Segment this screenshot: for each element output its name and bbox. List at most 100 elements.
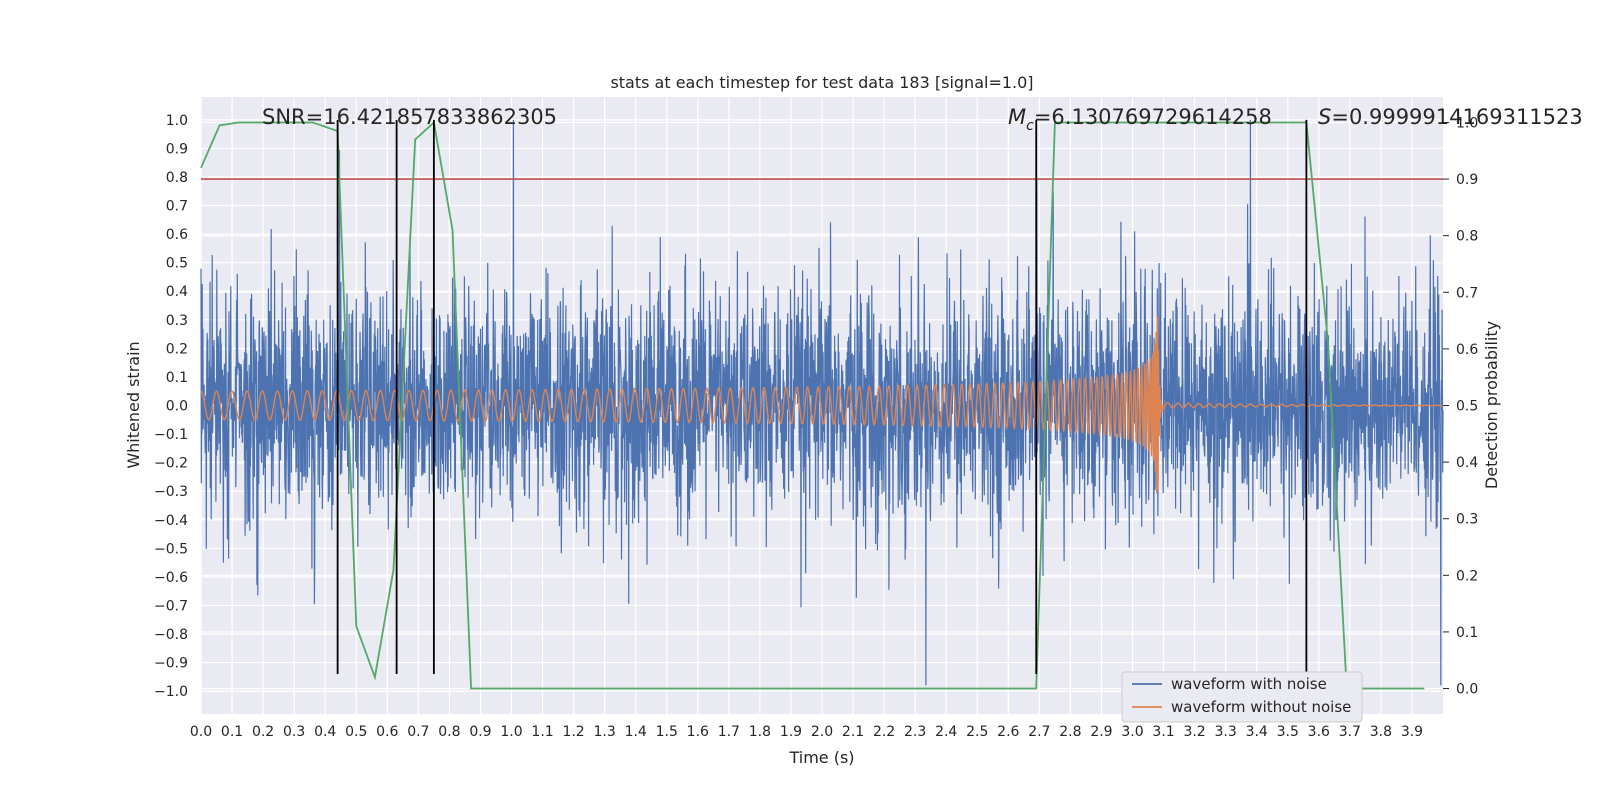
right-y-tick-label: 0.5 — [1456, 399, 1478, 415]
y-tick-label: −0.5 — [154, 541, 188, 557]
chirp-mass-value: =6.130769729614258 — [1034, 105, 1272, 129]
x-tick-labels: 0.0 0.1 0.2 0.3 0.4 0.5 0.6 0.7 0.8 0.9 1.0 1.1 1.2 1… — [190, 724, 1423, 740]
x-tick-label: 3.5 — [1277, 724, 1299, 740]
x-tick-label: 3.0 — [1121, 724, 1143, 740]
y-tick-labels: 1.0 0.9 0.8 0.7 0.6 0.5 0.4 0.3 0.2 0.1 0.0 −0.1 −0.… — [154, 113, 188, 700]
x-tick-label: 1.9 — [780, 724, 802, 740]
x-tick-label: 2.8 — [1059, 724, 1081, 740]
y-tick-label: −0.1 — [154, 427, 188, 443]
right-y-tick-label: 0.7 — [1456, 285, 1478, 301]
chirp-mass-subscript: c — [1026, 118, 1034, 134]
x-tick-label: 1.1 — [531, 724, 553, 740]
x-tick-label: 1.3 — [594, 724, 616, 740]
x-tick-label: 2.6 — [997, 724, 1019, 740]
x-tick-label: 1.0 — [500, 724, 522, 740]
x-tick-label: 1.6 — [687, 724, 709, 740]
y-tick-label: 0.6 — [166, 227, 188, 243]
right-y-tick-label: 0.1 — [1456, 625, 1478, 641]
right-y-tick-label: 0.9 — [1456, 172, 1478, 188]
y-tick-label: −0.7 — [154, 598, 188, 614]
right-y-tick-label: 0.6 — [1456, 342, 1478, 358]
y-tick-label: 0.5 — [166, 256, 188, 272]
legend-label-clean: waveform without noise — [1171, 698, 1351, 716]
x-axis-label: Time (s) — [788, 748, 854, 767]
y-axis-label: Whitened strain — [124, 341, 143, 468]
right-y-tick-label: 0.4 — [1456, 455, 1478, 471]
y-tick-label: −0.3 — [154, 484, 188, 500]
snr-annotation: SNR=16.421857833862305 — [262, 105, 557, 129]
x-tick-label: 0.1 — [221, 724, 243, 740]
legend-label-noise: waveform with noise — [1171, 675, 1327, 693]
right-y-tick-labels: 1.0 0.9 0.8 0.7 0.6 0.5 0.4 0.3 0.2 0.1 0.0 — [1443, 115, 1478, 698]
chart-title: stats at each timestep for test data 183… — [610, 73, 1033, 92]
x-tick-label: 2.2 — [873, 724, 895, 740]
x-tick-label: 0.7 — [407, 724, 429, 740]
x-tick-label: 3.8 — [1370, 724, 1392, 740]
detection-probability-line — [200, 120, 1425, 690]
vertical-markers — [336, 119, 1308, 675]
y-tick-label: −0.2 — [154, 456, 188, 472]
noise-waveform-line — [200, 119, 1444, 686]
x-tick-label: 1.2 — [562, 724, 584, 740]
score-symbol: S — [1318, 105, 1331, 129]
y-tick-label: 0.3 — [166, 313, 188, 329]
x-tick-label: 0.3 — [283, 724, 305, 740]
chirp-mass-annotation: Mc=6.130769729614258 — [1008, 105, 1272, 134]
y-tick-label: 0.0 — [166, 399, 188, 415]
x-tick-label: 2.1 — [842, 724, 864, 740]
x-tick-label: 3.9 — [1401, 724, 1423, 740]
x-tick-label: 3.2 — [1183, 724, 1205, 740]
x-tick-label: 3.6 — [1308, 724, 1330, 740]
x-tick-label: 2.5 — [966, 724, 988, 740]
x-tick-label: 0.5 — [345, 724, 367, 740]
x-tick-label: 2.3 — [904, 724, 926, 740]
x-tick-label: 3.3 — [1215, 724, 1237, 740]
x-tick-label: 0.4 — [314, 724, 336, 740]
right-y-tick-label: 0.0 — [1456, 682, 1478, 698]
x-tick-label: 2.7 — [1028, 724, 1050, 740]
x-tick-label: 2.0 — [811, 724, 833, 740]
x-tick-label: 3.1 — [1152, 724, 1174, 740]
y-tick-label: 0.2 — [166, 341, 188, 357]
y-tick-label: −0.8 — [154, 627, 188, 643]
y-tick-label: 0.7 — [166, 199, 188, 215]
y-tick-label: 1.0 — [166, 113, 188, 129]
y-tick-label: −0.6 — [154, 570, 188, 586]
right-y-tick-label: 0.2 — [1456, 568, 1478, 584]
x-tick-label: 3.7 — [1339, 724, 1361, 740]
x-tick-label: 1.5 — [656, 724, 678, 740]
right-y-tick-label: 0.3 — [1456, 512, 1478, 528]
y-tick-label: 0.4 — [166, 284, 188, 300]
y-tick-label: 0.1 — [166, 370, 188, 386]
clean-waveform-line — [200, 315, 1444, 494]
x-tick-label: 1.8 — [749, 724, 771, 740]
y-tick-label: −0.9 — [154, 656, 188, 672]
y-tick-label: 0.8 — [166, 170, 188, 186]
legend: waveform with noise waveform without noi… — [1121, 671, 1363, 723]
x-tick-label: 0.8 — [438, 724, 460, 740]
series-waveform-without-noise — [200, 315, 1444, 494]
chirp-mass-symbol: M — [1008, 105, 1026, 129]
right-y-tick-label: 0.8 — [1456, 229, 1478, 245]
x-tick-label: 0.0 — [190, 724, 212, 740]
x-tick-label: 0.2 — [252, 724, 274, 740]
x-tick-label: 2.4 — [935, 724, 957, 740]
x-tick-label: 0.9 — [469, 724, 491, 740]
right-y-axis-label: Detection probability — [1482, 321, 1501, 489]
series-waveform-with-noise — [200, 119, 1444, 686]
y-tick-label: −1.0 — [154, 684, 188, 700]
y-tick-label: −0.4 — [154, 513, 188, 529]
score-annotation: S=0.9999914169311523 — [1318, 105, 1583, 129]
legend-box — [1121, 671, 1363, 723]
x-tick-label: 0.6 — [376, 724, 398, 740]
x-tick-label: 1.4 — [625, 724, 647, 740]
y-tick-label: 0.9 — [166, 141, 188, 157]
x-tick-label: 2.9 — [1090, 724, 1112, 740]
x-tick-label: 1.7 — [718, 724, 740, 740]
score-value: =0.9999914169311523 — [1331, 105, 1582, 129]
right-y-tick-label: 1.0 — [1456, 115, 1478, 131]
x-tick-label: 3.4 — [1246, 724, 1268, 740]
series-detection-probability — [200, 120, 1425, 690]
